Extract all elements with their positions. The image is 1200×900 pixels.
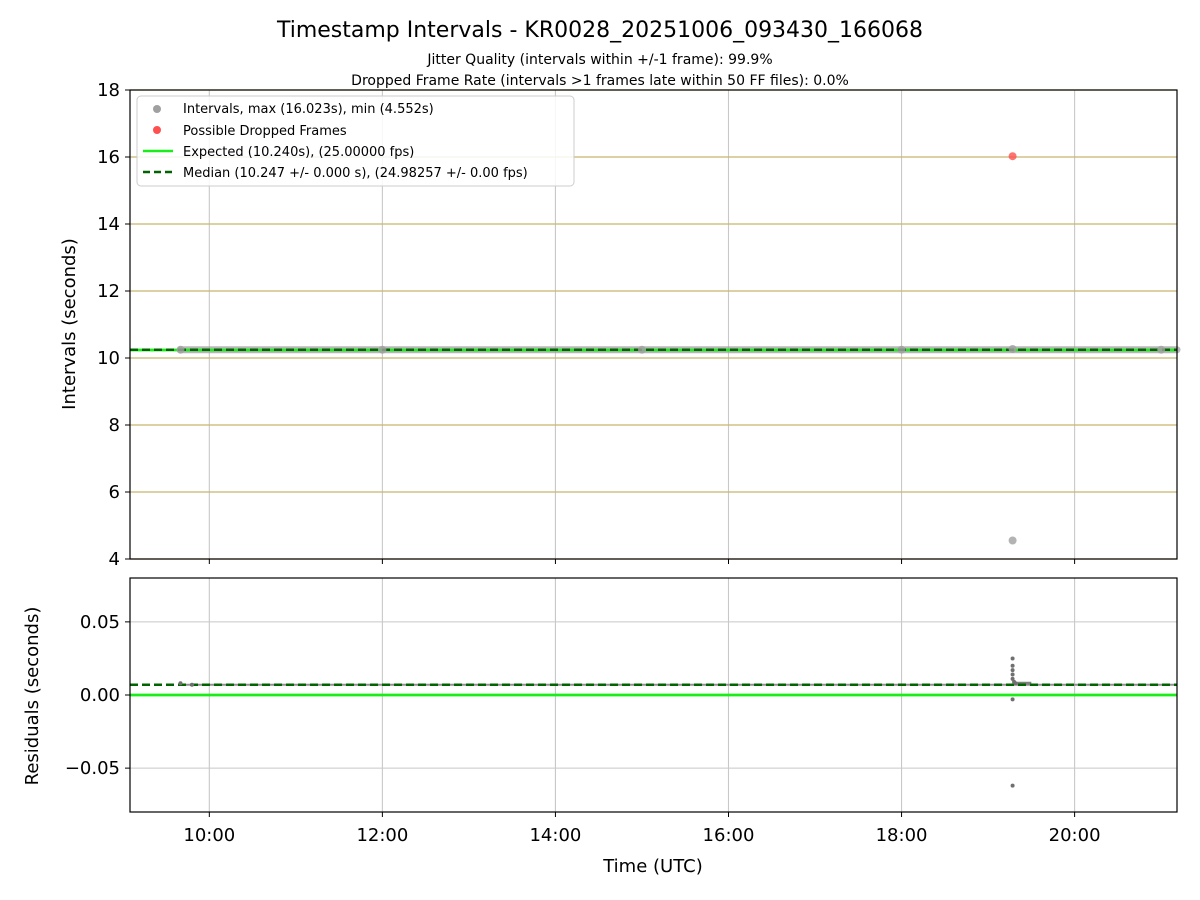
y-tick-label: 10 — [97, 348, 120, 369]
x-tick-label: 18:00 — [876, 825, 928, 846]
interval-point — [1157, 345, 1166, 354]
y-tick-label: 0.05 — [80, 612, 120, 633]
legend-marker-dropped — [153, 126, 161, 134]
intervals-panel: 4 6 8 10 12 14 16 18 Intervals (seconds) Interv… — [59, 80, 1181, 570]
residual-point — [1010, 668, 1015, 673]
x-tick-label: 20:00 — [1049, 825, 1101, 846]
residual-point — [190, 682, 195, 687]
y-tick-label: 6 — [109, 482, 120, 503]
legend-label-dropped: Possible Dropped Frames — [183, 124, 347, 139]
intervals-y-ticks: 4 6 8 10 12 14 16 18 — [97, 80, 130, 570]
dropped-frame-point — [1008, 152, 1017, 161]
residual-point — [1010, 783, 1015, 788]
legend-label-expected: Expected (10.240s), (25.00000 fps) — [183, 145, 414, 160]
residual-point — [1010, 663, 1015, 668]
residuals-y-axis-label: Residuals (seconds) — [22, 607, 43, 786]
residuals-y-ticks: −0.05 0.00 0.05 — [65, 612, 130, 779]
y-tick-label: −0.05 — [65, 758, 120, 779]
interval-point — [637, 345, 646, 354]
x-tick-label: 16:00 — [703, 825, 755, 846]
y-tick-label: 0.00 — [80, 685, 120, 706]
intervals-plot-frame — [129, 89, 1178, 560]
residuals-panel: −0.05 0.00 0.05 10:00 12:00 14:00 16:00 18:00 2… — [22, 577, 1178, 846]
legend-marker-intervals — [153, 105, 161, 113]
chart-subtitle-line-1: Jitter Quality (intervals within +/-1 fr… — [426, 52, 772, 68]
y-tick-label: 18 — [97, 80, 120, 101]
interval-point — [897, 345, 906, 354]
residual-point — [1013, 681, 1018, 686]
y-tick-label: 12 — [97, 281, 120, 302]
legend-box — [136, 95, 575, 187]
x-axis-label: Time (UTC) — [602, 856, 703, 877]
interval-point — [1008, 536, 1017, 545]
x-tick-label: 14:00 — [529, 825, 581, 846]
residuals-x-ticks: 10:00 12:00 14:00 16:00 18:00 20:00 — [183, 812, 1101, 846]
y-tick-label: 8 — [109, 415, 120, 436]
residual-point — [1010, 697, 1015, 702]
legend: Intervals, max (16.023s), min (4.552s) P… — [136, 95, 575, 187]
residual-point — [1010, 672, 1015, 677]
chart-title: Timestamp Intervals - KR0028_20251006_09… — [276, 18, 923, 43]
y-tick-label: 16 — [97, 147, 120, 168]
interval-point — [378, 345, 387, 354]
residuals-series — [130, 656, 1177, 788]
chart-subtitle-line-2: Dropped Frame Rate (intervals >1 frames … — [351, 73, 849, 89]
x-tick-label: 12:00 — [356, 825, 408, 846]
y-tick-label: 4 — [109, 549, 120, 570]
intervals-x-ticks — [208, 559, 1076, 564]
intervals-series — [130, 152, 1181, 545]
legend-label-median: Median (10.247 +/- 0.000 s), (24.98257 +… — [183, 166, 528, 181]
y-tick-label: 14 — [97, 214, 120, 235]
legend-label-intervals: Intervals, max (16.023s), min (4.552s) — [183, 102, 434, 117]
residual-point — [178, 681, 183, 686]
interval-point — [176, 345, 185, 354]
x-tick-label: 10:00 — [183, 825, 235, 846]
intervals-y-axis-label: Intervals (seconds) — [59, 238, 80, 410]
residual-point — [1010, 656, 1015, 661]
interval-point — [1008, 344, 1017, 353]
